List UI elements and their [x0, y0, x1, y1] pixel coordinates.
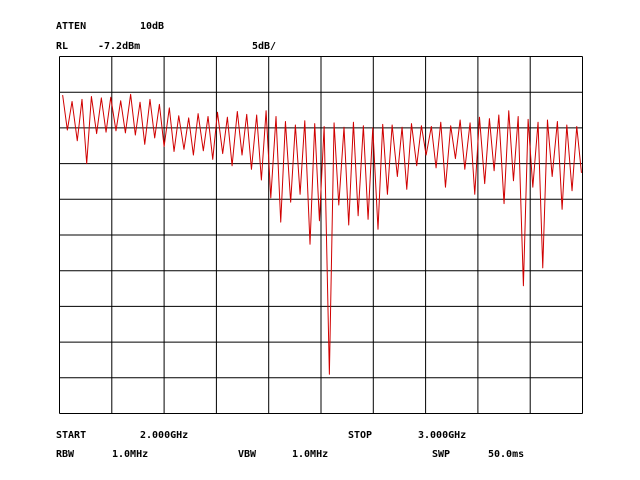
vbw-label: VBW: [238, 449, 257, 460]
stop-value: 3.000GHz: [418, 430, 466, 441]
atten-value: 10dB: [140, 21, 164, 32]
rl-value: -7.2dBm: [98, 41, 140, 52]
stop-label: STOP: [348, 430, 372, 441]
rbw-value: 1.0MHz: [112, 449, 148, 460]
rbw-label: RBW: [56, 449, 75, 460]
swp-label: SWP: [432, 449, 450, 460]
atten-label: ATTEN: [56, 21, 86, 32]
start-label: START: [56, 430, 86, 441]
scale-value: 5dB/: [252, 41, 276, 52]
swp-value: 50.0ms: [488, 449, 524, 460]
rl-label: RL: [56, 41, 68, 52]
start-value: 2.000GHz: [140, 430, 188, 441]
trace: [62, 93, 582, 375]
vbw-value: 1.0MHz: [292, 449, 328, 460]
